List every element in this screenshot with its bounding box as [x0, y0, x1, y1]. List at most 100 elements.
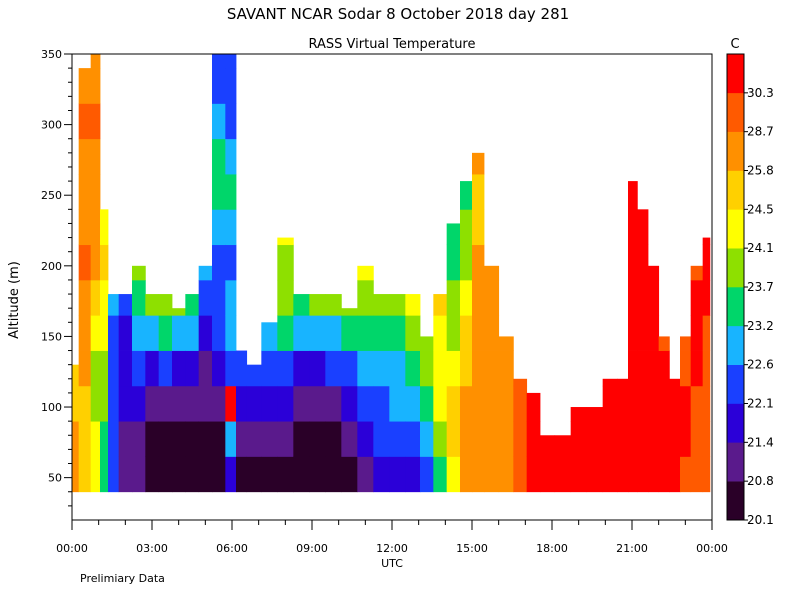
heatmap-cell — [554, 456, 572, 493]
heatmap-cell — [90, 174, 101, 210]
colorbar-swatch — [727, 481, 744, 521]
heatmap-cell — [309, 350, 326, 387]
heatmap-cell — [357, 421, 374, 457]
heatmap-cell — [617, 456, 629, 493]
heatmap-cell — [460, 181, 473, 210]
y-tick-label: 300 — [41, 119, 62, 132]
heatmap-cell — [433, 385, 448, 422]
heatmap-cell — [261, 385, 278, 422]
heatmap-cell — [446, 350, 461, 387]
heatmap-cell — [702, 385, 711, 422]
heatmap-cell — [389, 421, 406, 457]
heatmap-cell — [586, 421, 604, 457]
heatmap-cell — [72, 421, 80, 457]
heatmap-cell — [637, 244, 649, 281]
heatmap-cell — [472, 174, 485, 210]
heatmap-cell — [118, 385, 133, 422]
heatmap-cell — [357, 385, 374, 422]
heatmap-cell — [680, 350, 692, 387]
heatmap-cell — [373, 421, 390, 457]
y-axis: 50 100 150 200 250 300 350 — [41, 48, 72, 507]
heatmap-cell — [236, 385, 248, 422]
heatmap-cell — [100, 350, 109, 387]
heatmap-cell — [236, 421, 248, 457]
heatmap-cell — [420, 421, 434, 457]
heatmap-cell — [637, 456, 649, 493]
heatmap-cell — [158, 294, 173, 316]
heatmap-cell — [690, 456, 704, 493]
y-axis-label: Altitude (m) — [7, 261, 22, 339]
colorbar-swatch — [727, 442, 744, 482]
heatmap-cell — [472, 350, 485, 387]
heatmap-cell — [293, 294, 310, 316]
heatmap-cell — [325, 456, 342, 493]
heatmap-cell — [246, 456, 262, 493]
heatmap-cell — [225, 54, 237, 69]
x-tick-label: 00:00 — [696, 542, 728, 555]
heatmap-cell — [540, 456, 556, 493]
colorbar-label: 23.2 — [747, 319, 774, 333]
heatmap-cell — [212, 421, 226, 457]
heatmap-cell — [212, 174, 226, 210]
heatmap-cell — [145, 350, 160, 387]
heatmap-cell — [78, 68, 92, 104]
heatmap-cell — [78, 456, 92, 493]
heatmap-cell — [498, 350, 514, 387]
heatmap-cell — [420, 336, 434, 351]
x-tick-label: 09:00 — [296, 542, 328, 555]
heatmap-cell — [309, 421, 326, 457]
heatmap-cell — [108, 315, 120, 351]
heatmap-cell — [637, 209, 649, 246]
heatmap-cell — [277, 315, 294, 351]
heatmap-cell — [472, 244, 485, 281]
heatmap-cell — [236, 350, 248, 387]
heatmap-cell — [100, 244, 109, 281]
heatmap-cell — [78, 421, 92, 457]
heatmap-cell — [472, 421, 485, 457]
heatmap-cell — [446, 223, 461, 246]
x-axis-label: UTC — [381, 557, 403, 570]
preliminary-note: Prelimiary Data — [80, 572, 165, 585]
heatmap-cell — [78, 244, 92, 281]
heatmap-cell — [108, 385, 120, 422]
heatmap-cell — [145, 294, 160, 316]
heatmap-cell — [118, 350, 133, 387]
heatmap-cell — [669, 378, 681, 387]
heatmap-cell — [526, 421, 541, 457]
heatmap-cell — [100, 421, 109, 457]
heatmap-cell — [702, 237, 711, 246]
x-axis: 00:00 03:00 06:00 09:00 12:00 15:00 18:00 21:00… — [56, 520, 728, 555]
heatmap-cell — [293, 315, 310, 351]
colorbar-label: 22.6 — [747, 358, 774, 372]
heatmap-cell — [669, 456, 681, 493]
heatmap-cell — [277, 279, 294, 316]
heatmap-cell — [293, 421, 310, 457]
heatmap-cell — [78, 315, 92, 351]
heatmap-cell — [108, 421, 120, 457]
heatmap-cell — [680, 336, 692, 351]
heatmap-cell — [526, 392, 541, 422]
heatmap-cell — [325, 315, 342, 351]
heatmap-cell — [702, 421, 711, 457]
heatmap-cell — [185, 294, 200, 316]
heatmap-cell — [309, 385, 326, 422]
heatmap-cell — [132, 456, 146, 493]
heatmap-cell — [198, 421, 213, 457]
heatmap-cell — [309, 456, 326, 493]
heatmap-cell — [198, 350, 213, 387]
colorbar-label: 25.8 — [747, 164, 774, 178]
heatmap-cell — [185, 421, 200, 457]
heatmap-cell — [225, 456, 237, 493]
heatmap-cell — [158, 456, 173, 493]
heatmap-cell — [405, 350, 421, 387]
heatmap-cell — [702, 350, 711, 387]
heatmap-cell — [472, 152, 485, 175]
heatmap-cell — [373, 350, 390, 387]
heatmap-cell — [484, 421, 500, 457]
heatmap-cell — [498, 385, 514, 422]
heatmap-cell — [484, 350, 500, 387]
heatmap-cell — [172, 315, 186, 351]
heatmap-cell — [373, 385, 390, 422]
heatmap-cell — [90, 54, 101, 69]
